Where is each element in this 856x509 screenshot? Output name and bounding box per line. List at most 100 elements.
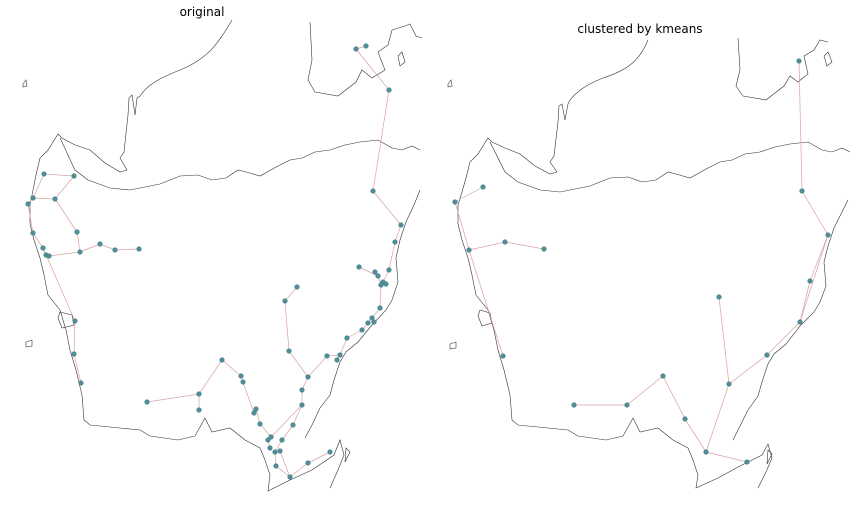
node — [257, 421, 263, 427]
node — [344, 335, 350, 341]
node — [97, 241, 103, 247]
node — [334, 357, 340, 363]
node — [40, 245, 46, 251]
edge — [48, 251, 81, 257]
edge — [372, 190, 402, 226]
edge — [379, 284, 382, 309]
edge — [198, 359, 223, 395]
node — [251, 410, 257, 416]
edge — [54, 175, 75, 200]
node — [363, 43, 369, 49]
edges-clustered — [454, 60, 829, 463]
node — [294, 284, 300, 290]
edge — [339, 337, 348, 356]
node — [371, 319, 377, 325]
node — [356, 264, 362, 270]
edge — [307, 451, 331, 464]
node — [219, 357, 225, 363]
node — [386, 87, 392, 93]
edge — [799, 280, 811, 323]
edge — [355, 48, 390, 91]
node — [282, 298, 288, 304]
node — [25, 201, 31, 207]
node — [682, 416, 688, 422]
nodes-clustered — [452, 58, 831, 465]
node — [305, 460, 311, 466]
node — [541, 246, 547, 252]
node — [305, 374, 311, 380]
node — [240, 379, 246, 385]
edge — [454, 201, 470, 251]
edge — [684, 418, 707, 453]
node — [383, 281, 389, 287]
node — [365, 320, 371, 326]
edge — [728, 354, 768, 385]
node — [74, 229, 80, 235]
panel-title-clustered: clustered by kmeans — [577, 22, 703, 36]
edge — [270, 404, 303, 438]
node — [299, 387, 305, 393]
edge — [292, 404, 303, 426]
node — [372, 269, 378, 275]
edge — [32, 232, 44, 249]
edge — [27, 203, 34, 234]
edge — [705, 383, 730, 453]
node — [46, 253, 52, 259]
panel-clustered: clustered by kmeans — [428, 0, 856, 509]
edge — [281, 424, 294, 441]
edge — [242, 381, 255, 414]
edge — [221, 359, 242, 377]
node — [825, 232, 831, 238]
node — [452, 199, 458, 205]
edge — [705, 451, 748, 463]
edge — [766, 321, 801, 356]
edge — [279, 450, 291, 478]
edge — [798, 60, 803, 192]
node — [480, 184, 486, 190]
node — [392, 239, 398, 245]
node — [703, 449, 709, 455]
edge — [79, 243, 101, 253]
node — [77, 249, 83, 255]
edge — [146, 393, 200, 403]
node — [71, 173, 77, 179]
edge — [468, 249, 504, 357]
node — [52, 196, 58, 202]
edge — [307, 355, 328, 378]
edge — [468, 241, 506, 251]
edge — [289, 462, 309, 478]
node — [744, 459, 750, 465]
edge — [799, 234, 829, 323]
node — [30, 230, 36, 236]
edge — [346, 329, 363, 339]
edge — [259, 423, 272, 438]
node — [112, 247, 118, 253]
node — [279, 437, 285, 443]
edge — [32, 173, 45, 199]
node — [324, 353, 330, 359]
node — [386, 267, 392, 273]
node — [359, 327, 365, 333]
node — [377, 305, 383, 311]
panel-title-original: original — [179, 5, 225, 19]
edge — [454, 186, 484, 203]
edge — [288, 350, 309, 378]
node — [144, 399, 150, 405]
edge — [275, 465, 291, 478]
node — [299, 402, 305, 408]
coastline — [22, 19, 423, 492]
edge — [718, 296, 730, 385]
node — [268, 434, 274, 440]
node — [286, 348, 292, 354]
node — [273, 463, 279, 469]
node — [466, 247, 472, 253]
node — [624, 402, 630, 408]
edge — [43, 173, 75, 177]
node — [136, 246, 142, 252]
edge — [504, 241, 545, 250]
node — [196, 407, 202, 413]
node — [660, 373, 666, 379]
node — [272, 449, 278, 455]
coastline — [447, 37, 851, 489]
edge — [73, 353, 82, 384]
